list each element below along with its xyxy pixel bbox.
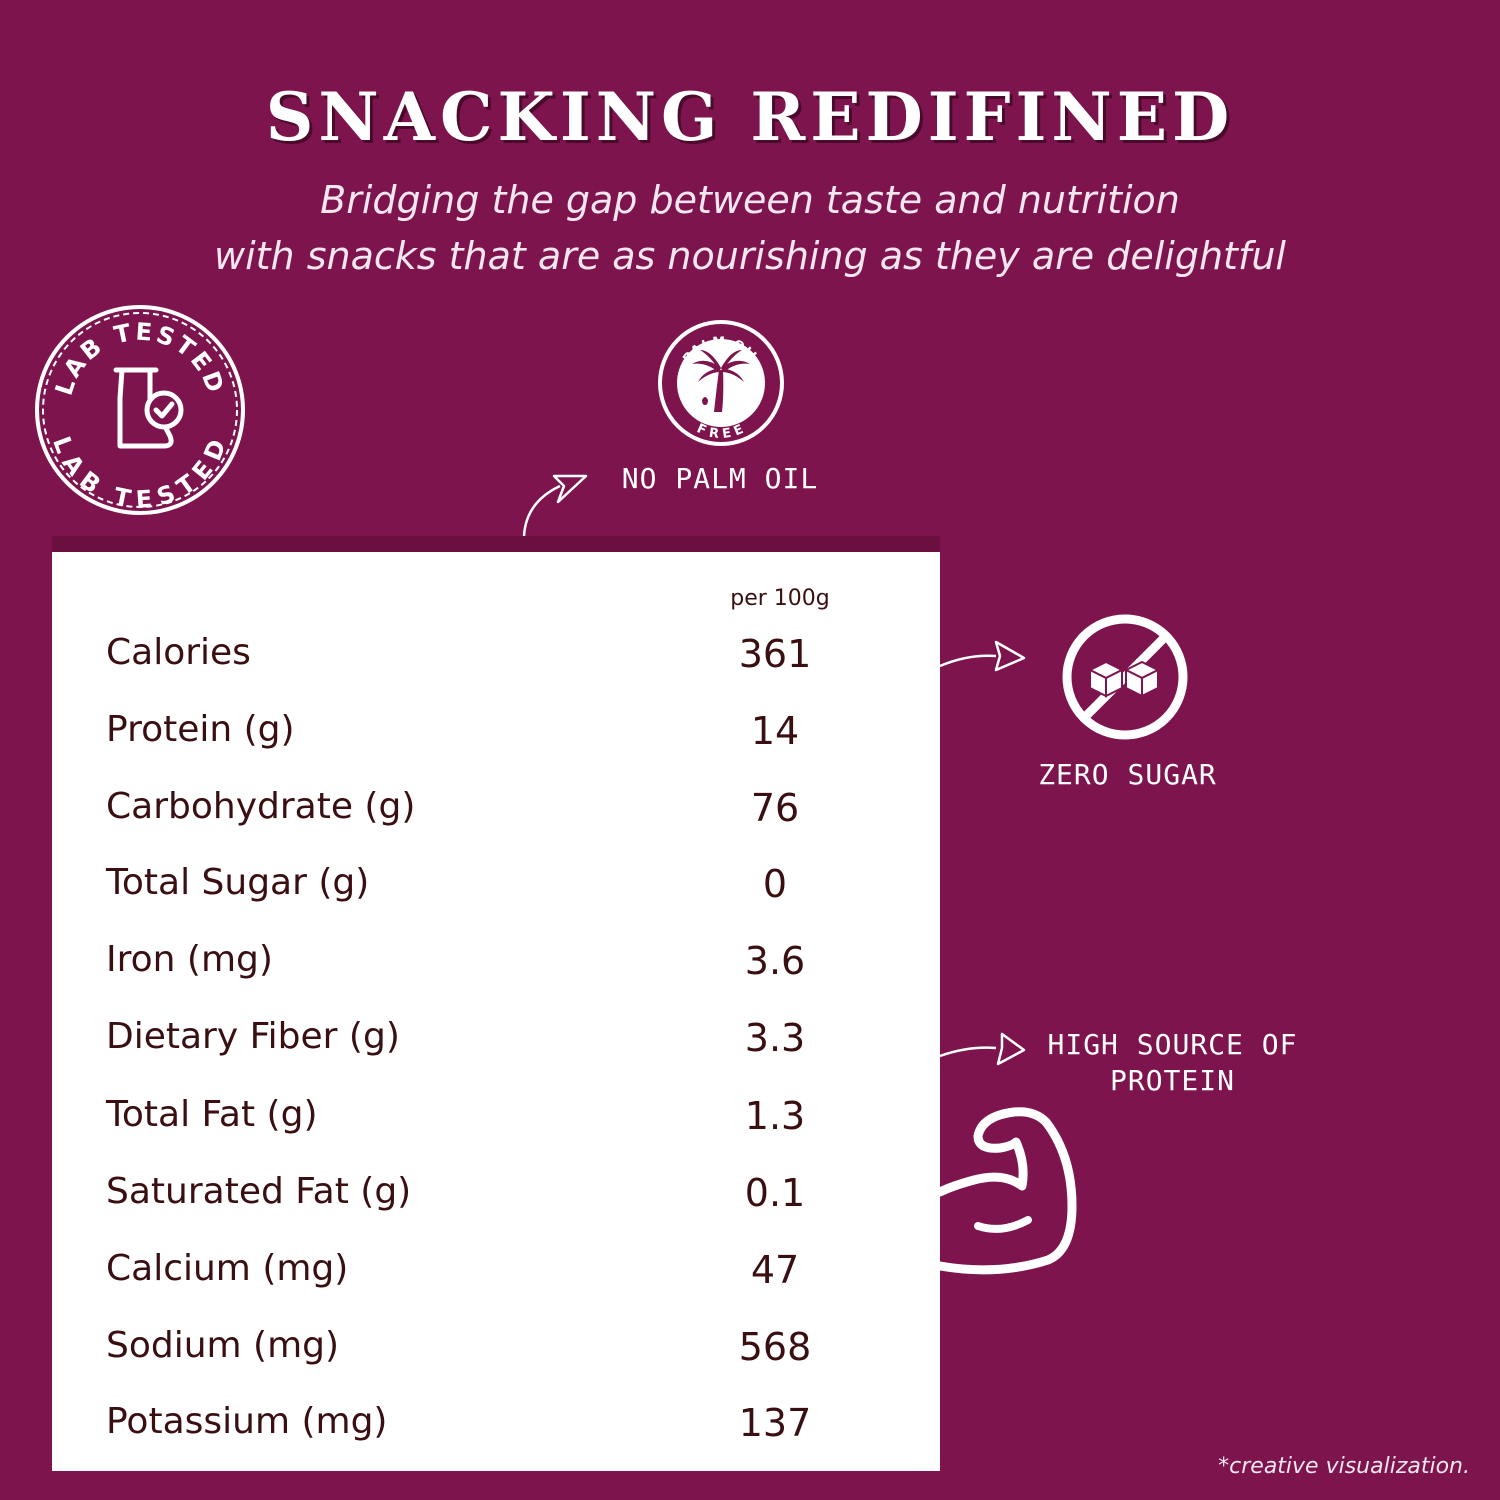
nutrient-name: Calcium (mg) — [106, 1248, 349, 1289]
per-100g-header: per 100g — [730, 586, 830, 611]
palm-tree-icon — [692, 350, 750, 412]
table-row: Total Fat (g) 1.3 — [52, 1094, 940, 1154]
nutrient-name: Sodium (mg) — [106, 1325, 340, 1366]
nutrient-name: Total Fat (g) — [106, 1094, 318, 1135]
nutrient-value: 3.3 — [744, 1016, 806, 1060]
table-row: Potassium (mg) 137 — [52, 1401, 940, 1461]
arrow-icon-palm — [522, 474, 588, 537]
panel-top-band — [52, 536, 940, 552]
zero-sugar-badge — [1062, 614, 1188, 740]
nutrient-value: 361 — [738, 632, 812, 676]
nutrient-name: Total Sugar (g) — [106, 862, 370, 903]
nutrient-name: Carbohydrate (g) — [106, 786, 416, 827]
nutrient-name: Iron (mg) — [106, 939, 273, 980]
nutrient-value: 0 — [762, 862, 788, 906]
nutrient-value: 3.6 — [744, 939, 806, 983]
nutrient-value: 1.3 — [744, 1094, 806, 1138]
table-row: Dietary Fiber (g) 3.3 — [52, 1016, 940, 1076]
nutrient-value: 568 — [738, 1325, 812, 1369]
page-title: SNACKING REDIFINED — [265, 78, 1235, 156]
zero-sugar-label: ZERO SUGAR — [1038, 758, 1217, 791]
high-protein-label-line-1: HIGH SOURCE OF — [1047, 1028, 1298, 1061]
high-protein-label-line-2: PROTEIN — [1109, 1064, 1235, 1097]
table-row: Total Sugar (g) 0 — [52, 862, 940, 922]
palm-oil-free-badge: PALM OIL FREE — [658, 320, 784, 446]
nutrient-value: 137 — [738, 1401, 812, 1445]
arrow-icon-protein — [939, 1032, 1026, 1066]
table-row: Calcium (mg) 47 — [52, 1248, 940, 1308]
no-palm-oil-label: NO PALM OIL — [621, 462, 819, 495]
nutrient-name: Protein (g) — [106, 709, 295, 750]
table-row: Iron (mg) 3.6 — [52, 939, 940, 999]
nutrient-name: Calories — [106, 632, 251, 673]
table-row: Sodium (mg) 568 — [52, 1325, 940, 1385]
table-row: Protein (g) 14 — [52, 709, 940, 769]
sugar-cube-icon — [1087, 660, 1161, 698]
nutrient-name: Saturated Fat (g) — [106, 1171, 412, 1212]
table-row: Carbohydrate (g) 76 — [52, 786, 940, 846]
flask-check-icon — [113, 367, 184, 449]
subtitle-line-2: with snacks that are as nourishing as th… — [214, 234, 1286, 278]
nutrient-value: 0.1 — [744, 1171, 806, 1215]
nutrient-value: 14 — [750, 709, 800, 753]
nutrition-table: per 100g Calories 361 Protein (g) 14 Car… — [52, 552, 940, 1471]
footnote: *creative visualization. — [1218, 1454, 1470, 1479]
nutrient-value: 47 — [750, 1248, 800, 1292]
arrow-icon-sugar — [939, 640, 1026, 672]
flexed-arm-icon — [938, 1107, 1077, 1275]
nutrient-name: Dietary Fiber (g) — [106, 1016, 400, 1057]
lab-tested-badge: LAB TESTED LAB TESTED — [35, 305, 245, 515]
table-row: Calories 361 — [52, 632, 940, 692]
nutrient-value: 76 — [750, 786, 800, 830]
subtitle-line-1: Bridging the gap between taste and nutri… — [320, 178, 1180, 222]
table-row: Saturated Fat (g) 0.1 — [52, 1171, 940, 1231]
nutrient-name: Potassium (mg) — [106, 1401, 388, 1442]
